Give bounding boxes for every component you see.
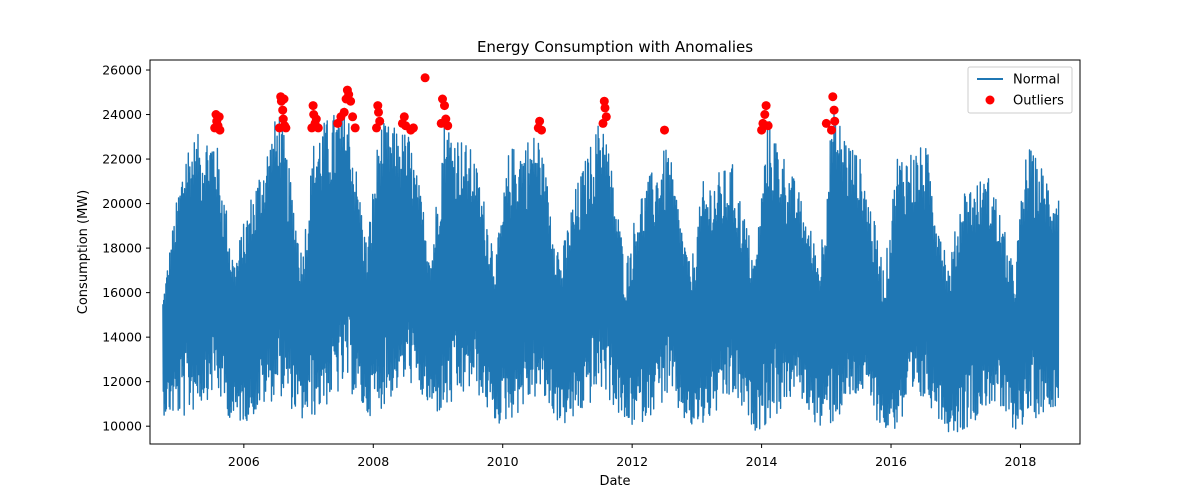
outlier-point <box>601 112 611 122</box>
y-tick-label: 12000 <box>102 374 142 389</box>
x-axis: 2006 2008 2010 2012 2014 2016 2018 <box>228 444 1036 469</box>
plot-frame <box>149 59 1081 445</box>
x-tick-label: 2018 <box>1005 454 1037 469</box>
outlier-point <box>278 114 288 124</box>
y-axis: 10000 12000 14000 16000 18000 20000 22000 24000… <box>102 63 150 434</box>
legend: Normal Outliers <box>967 66 1073 114</box>
outlier-point <box>375 116 385 126</box>
chart-title: Energy Consumption with Anomalies <box>477 38 753 56</box>
y-tick-label: 16000 <box>102 285 142 300</box>
outlier-point <box>308 101 318 111</box>
outlier-point <box>829 105 839 115</box>
outlier-point <box>420 73 430 83</box>
outlier-point <box>311 114 321 124</box>
y-axis-label: Consumption (MW) <box>76 190 91 314</box>
outlier-point <box>763 121 773 131</box>
outlier-point <box>821 118 831 128</box>
outlier-point <box>827 125 836 135</box>
outlier-point <box>600 103 610 113</box>
outlier-point <box>828 92 838 102</box>
normal-series-line <box>162 107 1060 433</box>
outlier-point <box>399 112 409 122</box>
outlier-point <box>350 123 360 133</box>
y-tick-label: 24000 <box>102 107 142 122</box>
x-tick-label: 2010 <box>487 454 519 469</box>
outlier-point <box>373 101 383 111</box>
outlier-point <box>760 110 770 119</box>
y-tick-label: 10000 <box>102 419 142 434</box>
x-tick-label: 2012 <box>616 454 648 469</box>
x-tick-label: 2008 <box>357 454 389 469</box>
x-tick-label: 2016 <box>875 454 907 469</box>
outlier-point <box>599 96 609 106</box>
outlier-point <box>279 94 289 104</box>
outlier-point <box>281 123 291 133</box>
y-tick-label: 20000 <box>102 196 142 211</box>
legend-normal-label: Normal <box>1013 73 1060 88</box>
y-tick-label: 22000 <box>102 152 142 167</box>
outlier-point <box>660 125 669 135</box>
outlier-point <box>339 107 349 117</box>
legend-outliers-swatch <box>985 95 995 105</box>
outlier-point <box>278 105 288 115</box>
y-tick-label: 18000 <box>102 241 142 256</box>
outlier-point <box>346 96 356 106</box>
legend-outliers-label: Outliers <box>1013 94 1064 109</box>
outlier-point <box>761 101 771 111</box>
outlier-point <box>374 107 383 117</box>
outlier-point <box>443 121 453 131</box>
x-tick-label: 2014 <box>746 454 778 469</box>
outlier-point <box>313 123 323 133</box>
y-tick-label: 14000 <box>102 330 142 345</box>
outlier-point <box>408 123 418 133</box>
x-tick-label: 2006 <box>228 454 260 469</box>
x-axis-label: Date <box>599 474 630 489</box>
y-tick-label: 26000 <box>102 63 142 78</box>
outlier-point <box>830 116 840 126</box>
outlier-point <box>214 112 224 122</box>
outlier-point <box>348 112 358 122</box>
outlier-point <box>372 123 381 133</box>
outlier-point <box>537 125 546 135</box>
outlier-point <box>215 125 225 135</box>
outlier-point <box>535 116 545 126</box>
outlier-point <box>440 101 449 111</box>
outlier-point <box>757 125 767 135</box>
